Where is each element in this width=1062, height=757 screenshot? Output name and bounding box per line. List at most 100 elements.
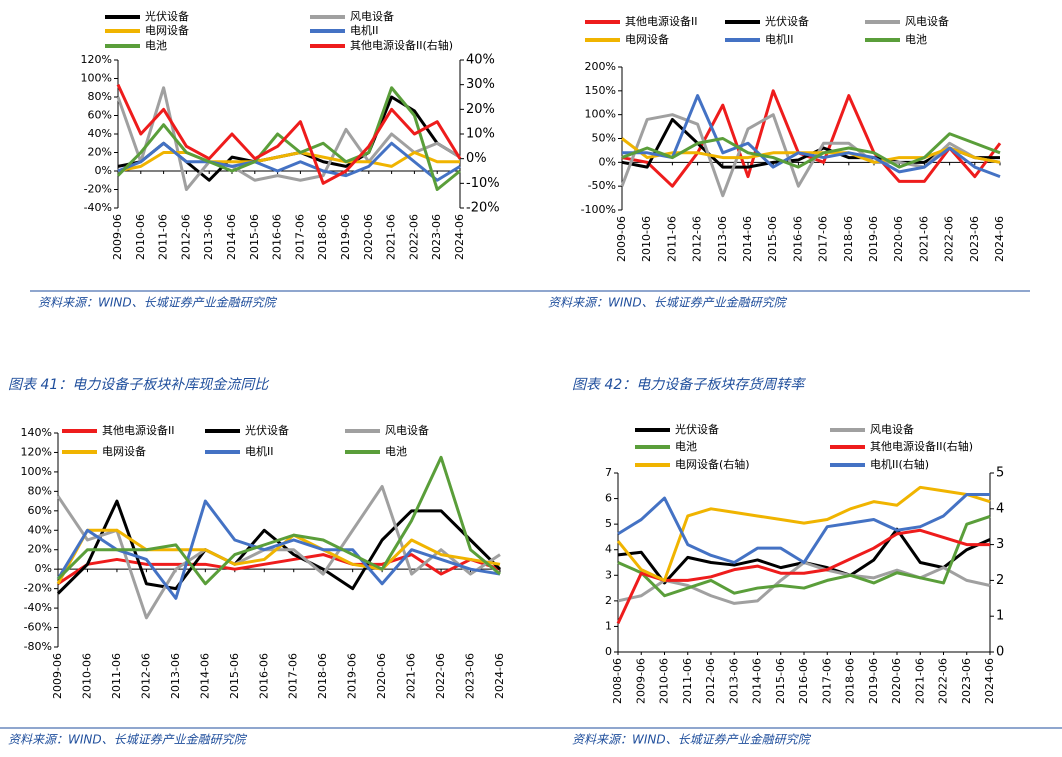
series-line — [620, 113, 1001, 198]
x-tick-label: 2017-06 — [287, 653, 300, 699]
y-tick-label: 50% — [592, 132, 616, 145]
y-tick-label: 0% — [95, 164, 112, 177]
source: 资料来源：WIND、长城证券产业金融研究院 — [548, 296, 788, 310]
legend-label: 光伏设备 — [765, 14, 809, 28]
series-line — [116, 86, 461, 191]
y-tick-label: 0 — [605, 645, 612, 658]
legend-label: 风电设备 — [905, 14, 949, 28]
legend-label: 电机II(右轴) — [870, 457, 929, 471]
y2-tick-label: 1 — [996, 609, 1004, 624]
y-tick-label: 40% — [88, 127, 112, 140]
y-tick-label: -60% — [24, 621, 52, 634]
x-tick-label: 2008-06 — [611, 658, 624, 704]
legend-label: 其他电源设备II — [625, 14, 698, 28]
y-tick-label: -20% — [24, 582, 52, 595]
y2-tick-label: 30% — [466, 77, 495, 92]
x-tick-label: 2011-06 — [665, 216, 678, 262]
x-tick-label: 2021-06 — [917, 216, 930, 262]
x-tick-label: 2021-06 — [913, 658, 926, 704]
series-line — [621, 137, 1001, 164]
x-tick-label: 2022-06 — [434, 653, 447, 699]
x-tick-label: 2013-06 — [202, 214, 215, 260]
x-tick-label: 2021-06 — [385, 214, 398, 260]
y-tick-label: -20% — [84, 183, 112, 196]
y-tick-label: 80% — [88, 90, 112, 103]
series-line — [116, 86, 461, 191]
x-tick-label: 2012-06 — [704, 658, 717, 704]
legend-label: 电机II — [765, 32, 794, 46]
x-tick-label: 2022-06 — [407, 214, 420, 260]
x-tick-label: 2022-06 — [937, 658, 950, 704]
x-tick-label: 2022-06 — [943, 216, 956, 262]
y-tick-label: 60% — [28, 504, 52, 517]
x-tick-label: 2018-06 — [316, 653, 329, 699]
legend-label: 电机II — [350, 23, 379, 37]
source: 资料来源：WIND、长城证券产业金融研究院 — [8, 733, 248, 747]
y-tick-label: 1 — [605, 619, 612, 632]
source: 资料来源：WIND、长城证券产业金融研究院 — [572, 733, 812, 747]
y-tick-label: 140% — [21, 426, 52, 439]
series-line — [117, 141, 461, 182]
y-tick-label: 2 — [605, 594, 612, 607]
x-tick-label: 2016-06 — [791, 216, 804, 262]
x-tick-label: 2014-06 — [225, 214, 238, 260]
x-tick-label: 2019-06 — [867, 658, 880, 704]
y-tick-label: 5 — [605, 517, 612, 530]
y2-tick-label: 2 — [996, 573, 1004, 588]
y-tick-label: -50% — [588, 179, 616, 192]
x-tick-label: 2010-06 — [640, 216, 653, 262]
y-tick-label: 0% — [35, 562, 52, 575]
series-line — [57, 553, 501, 586]
x-tick-label: 2011-06 — [681, 658, 694, 704]
y-tick-label: 20% — [28, 543, 52, 556]
y-tick-label: -40% — [24, 601, 52, 614]
y2-tick-label: 0 — [996, 645, 1004, 660]
y-tick-label: 60% — [88, 109, 112, 122]
x-tick-label: 2015-06 — [774, 658, 787, 704]
series-line — [616, 485, 991, 582]
y-tick-label: 20% — [88, 146, 112, 159]
x-tick-label: 2014-06 — [198, 653, 211, 699]
x-tick-label: 2015-06 — [248, 214, 261, 260]
legend-label: 风电设备 — [870, 422, 914, 436]
y2-tick-label: 5 — [996, 466, 1004, 481]
x-tick-label: 2020-06 — [362, 214, 375, 260]
x-tick-label: 2015-06 — [766, 216, 779, 262]
x-tick-label: 2024-06 — [453, 214, 466, 260]
legend-label: 其他电源设备II — [102, 423, 175, 437]
x-tick-label: 2012-06 — [179, 214, 192, 260]
x-tick-label: 2014-06 — [751, 658, 764, 704]
x-tick-label: 2024-06 — [993, 216, 1006, 262]
y-tick-label: 200% — [585, 60, 616, 73]
x-tick-label: 2016-06 — [257, 653, 270, 699]
x-tick-label: 2019-06 — [339, 214, 352, 260]
y2-tick-label: 10% — [466, 127, 495, 142]
y2-tick-label: 3 — [996, 537, 1004, 552]
y-tick-label: 100% — [81, 72, 112, 85]
legend-label: 电网设备(右轴) — [675, 457, 750, 471]
legend-label: 其他电源设备II(右轴) — [870, 439, 973, 453]
y-tick-label: 150% — [585, 84, 616, 97]
x-tick-label: 2024-06 — [983, 658, 996, 704]
source: 资料来源：WIND、长城证券产业金融研究院 — [38, 296, 278, 310]
x-tick-label: 2019-06 — [346, 653, 359, 699]
x-tick-label: 2017-06 — [293, 214, 306, 260]
x-tick-label: 2013-06 — [169, 653, 182, 699]
x-tick-label: 2013-06 — [716, 216, 729, 262]
legend-label: 电网设备 — [625, 32, 669, 46]
series-line — [56, 499, 502, 595]
y-tick-label: 3 — [605, 568, 612, 581]
series-line — [56, 499, 501, 600]
x-tick-label: 2023-06 — [968, 216, 981, 262]
legend-label: 光伏设备 — [245, 423, 289, 437]
series-line — [116, 84, 462, 185]
series-line — [56, 485, 501, 620]
y-tick-label: 40% — [28, 523, 52, 536]
series-line — [617, 561, 991, 605]
legend-label: 电池 — [675, 440, 697, 453]
legend-label: 电机II — [245, 444, 274, 458]
series-line — [616, 528, 990, 624]
x-tick-label: 2016-06 — [797, 658, 810, 704]
x-tick-label: 2009-06 — [615, 216, 628, 262]
